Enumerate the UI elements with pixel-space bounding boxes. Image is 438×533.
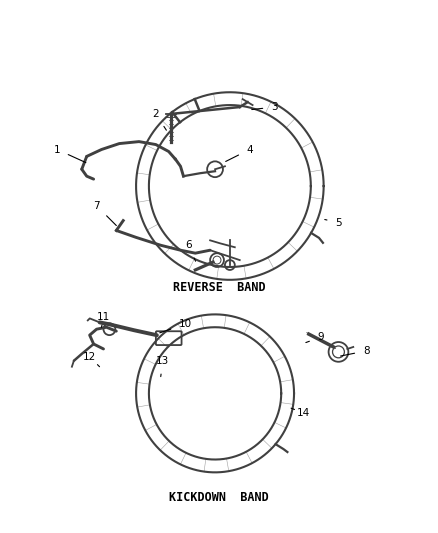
Text: 11: 11 xyxy=(97,312,110,327)
Text: 14: 14 xyxy=(291,408,311,418)
Text: 12: 12 xyxy=(83,352,99,367)
Text: 8: 8 xyxy=(341,346,369,356)
Text: 13: 13 xyxy=(156,356,170,377)
Text: 5: 5 xyxy=(325,217,342,228)
Text: 7: 7 xyxy=(93,201,117,225)
Text: 4: 4 xyxy=(226,144,253,161)
Text: 3: 3 xyxy=(252,102,278,112)
Text: KICKDOWN  BAND: KICKDOWN BAND xyxy=(169,490,269,504)
FancyBboxPatch shape xyxy=(156,331,182,345)
Text: 9: 9 xyxy=(306,332,324,343)
Text: 6: 6 xyxy=(185,240,196,261)
Text: 2: 2 xyxy=(152,109,166,130)
Text: REVERSE  BAND: REVERSE BAND xyxy=(173,281,265,294)
Text: 10: 10 xyxy=(160,319,192,333)
Text: 1: 1 xyxy=(54,144,86,163)
